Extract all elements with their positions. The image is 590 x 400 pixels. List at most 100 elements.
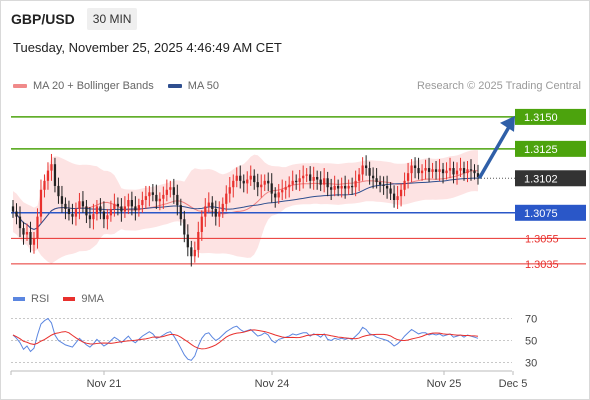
candle-body	[305, 174, 308, 176]
candle-body	[221, 203, 224, 212]
legend-ma20: MA 20 + Bollinger Bands	[13, 80, 154, 92]
candle-body	[15, 211, 18, 217]
candle-body	[78, 201, 81, 209]
candle-body	[358, 174, 361, 181]
candle-body	[43, 180, 46, 190]
candle-body	[228, 187, 231, 194]
candle-body	[459, 168, 462, 171]
candle-body	[92, 214, 95, 220]
candle-body	[330, 187, 333, 190]
rsi-tick-label: 70	[525, 314, 537, 326]
candle-body	[46, 170, 50, 181]
level-label: 1.3075	[524, 208, 558, 220]
level-label: 1.3125	[524, 144, 558, 156]
level-tag	[515, 170, 586, 187]
candle-body	[302, 175, 305, 179]
forecast-arrow	[478, 125, 511, 179]
price-legend: MA 20 + Bollinger Bands MA 50	[13, 80, 233, 92]
candle-body	[39, 189, 43, 217]
candle-body	[260, 184, 263, 188]
candle-body	[127, 200, 130, 207]
candle-body	[172, 187, 175, 195]
candle-body	[71, 214, 74, 217]
ma9-swatch-icon	[63, 297, 76, 301]
ma50-swatch-icon	[167, 84, 182, 88]
candle-body	[214, 208, 217, 217]
candle-body	[256, 182, 259, 188]
candle-body	[410, 165, 413, 174]
candle-body	[151, 192, 154, 195]
candle-body	[344, 185, 347, 189]
candle-body	[351, 185, 354, 188]
candle-body	[340, 185, 343, 189]
candle-body	[225, 193, 228, 204]
candle-body	[88, 215, 92, 220]
candle-body	[431, 169, 434, 172]
legend-ma9: 9MA	[63, 293, 104, 305]
candle-body	[284, 187, 287, 190]
legend-ma50: MA 50	[167, 80, 219, 92]
candle-body	[448, 168, 452, 171]
candle-body	[50, 164, 53, 171]
symbol-label: GBP/USD	[11, 11, 75, 27]
candle-body	[200, 216, 203, 232]
candle-body	[36, 216, 39, 239]
candle-body	[455, 170, 459, 175]
credit-text: Research © 2025 Trading Central	[416, 80, 581, 92]
level-label: 1.3035	[525, 259, 559, 271]
candle-body	[186, 234, 189, 248]
x-tick-label: Nov 25	[427, 378, 462, 390]
candle-body	[371, 175, 375, 179]
ma50-line	[12, 177, 479, 230]
candle-body	[403, 180, 406, 190]
candle-body	[281, 189, 284, 193]
candle-body	[242, 180, 245, 184]
candle-body	[32, 238, 36, 245]
candle-body	[469, 169, 473, 171]
candle-body	[389, 188, 392, 194]
candle-body	[109, 208, 113, 216]
legend-ma50-label: MA 50	[187, 80, 219, 92]
legend-rsi-label: RSI	[31, 293, 50, 305]
rsi-line	[12, 317, 479, 361]
candle-body	[218, 211, 221, 217]
timestamp: Tuesday, November 25, 2025 4:46:49 AM CE…	[13, 40, 282, 55]
candle-body	[232, 180, 235, 188]
candle-body	[417, 168, 420, 174]
candle-body	[462, 168, 466, 174]
candle-body	[120, 206, 123, 212]
timeframe-badge[interactable]: 30 MIN	[86, 8, 138, 30]
legend-rsi: RSI	[13, 293, 49, 305]
rsi-tick-label: 30	[525, 358, 537, 370]
candle-body	[116, 203, 120, 207]
candle-body	[190, 247, 193, 257]
candle-body	[95, 206, 99, 215]
candle-body	[316, 176, 319, 180]
candle-body	[74, 208, 78, 217]
candle-body	[354, 180, 357, 188]
candle-body	[399, 189, 403, 197]
candle-body	[253, 175, 256, 183]
rsi-swatch-icon	[13, 297, 25, 301]
legend-ma20-label: MA 20 + Bollinger Bands	[33, 80, 154, 92]
candle-body	[18, 216, 22, 229]
candle-body	[312, 176, 315, 181]
candle-body	[204, 206, 207, 217]
candle-body	[246, 179, 249, 184]
candle-body	[123, 206, 126, 212]
candle-body	[60, 196, 64, 204]
candle-body	[197, 231, 200, 250]
candle-body	[64, 203, 67, 209]
candle-body	[309, 174, 312, 181]
candle-body	[263, 180, 266, 185]
candle-body	[81, 201, 85, 207]
candle-body	[249, 175, 252, 180]
chart-header: GBP/USD 30 MIN	[11, 8, 138, 30]
candle-body	[130, 200, 133, 207]
candle-body	[176, 194, 179, 206]
level-label: 1.3055	[525, 233, 559, 245]
candle-body	[392, 193, 396, 201]
candle-body	[137, 205, 140, 211]
candle-body	[113, 203, 116, 209]
candle-body	[298, 178, 301, 183]
